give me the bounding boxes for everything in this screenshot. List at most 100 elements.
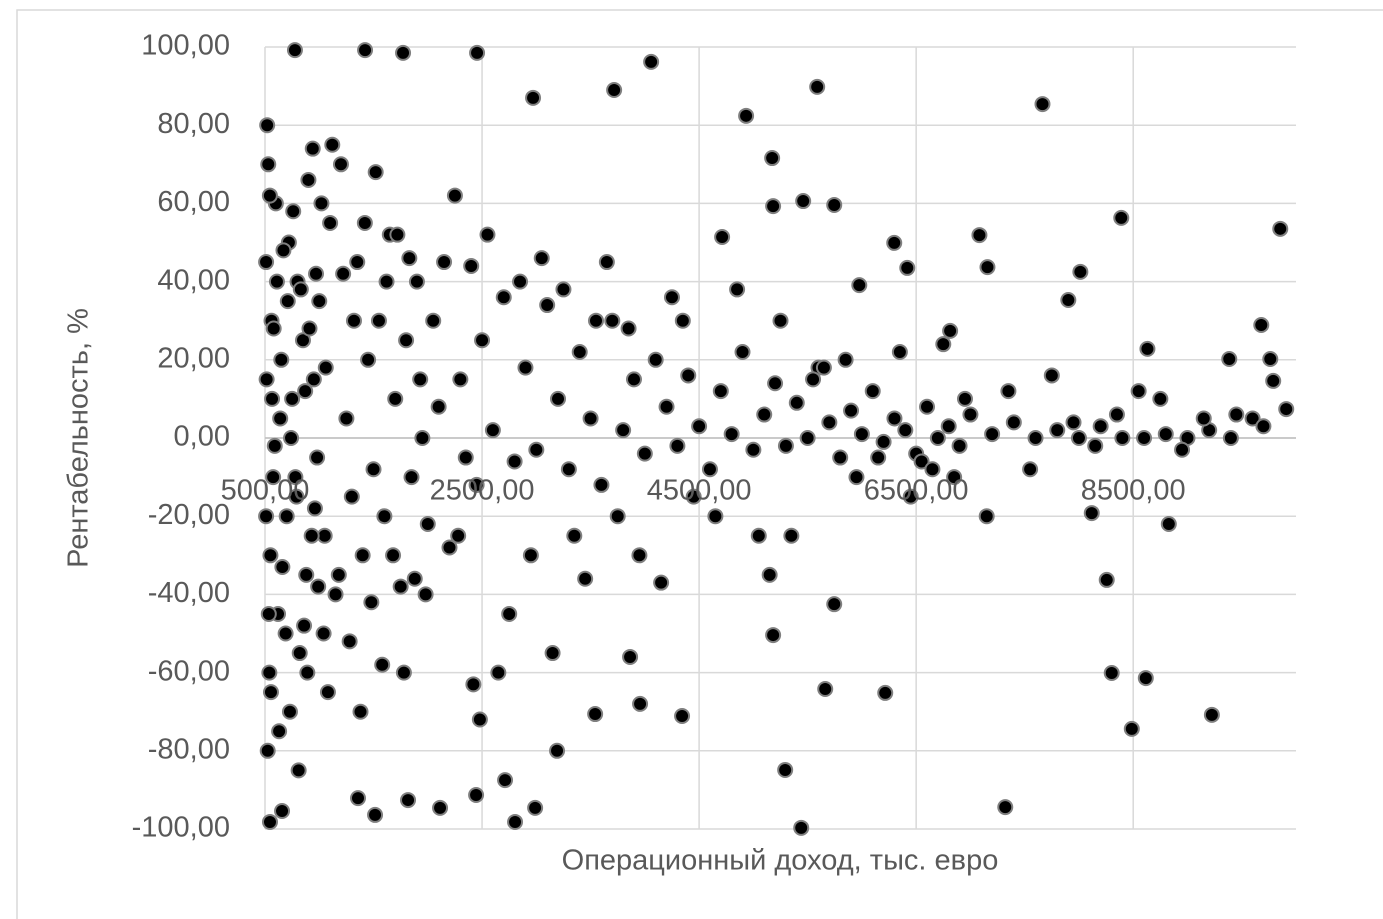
data-point: [408, 273, 425, 290]
data-point: [315, 625, 332, 642]
data-point: [306, 500, 323, 517]
data-point: [723, 426, 740, 443]
data-point: [463, 257, 480, 274]
data-point: [761, 566, 778, 583]
data-point: [261, 813, 278, 830]
data-point: [271, 723, 288, 740]
data-point: [848, 469, 865, 486]
data-point: [268, 273, 285, 290]
data-point: [971, 227, 988, 244]
data-point: [1160, 516, 1177, 533]
data-point: [285, 203, 302, 220]
data-point: [412, 371, 429, 388]
data-point: [979, 259, 996, 276]
data-point: [522, 547, 539, 564]
data-point: [1139, 340, 1156, 357]
data-point: [286, 42, 303, 59]
data-point: [544, 645, 561, 662]
data-point: [259, 117, 276, 134]
data-point: [258, 254, 275, 271]
data-point: [622, 648, 639, 665]
data-point: [588, 312, 605, 329]
x-tick-label: 8500,00: [1081, 475, 1186, 507]
data-point: [357, 42, 374, 59]
data-point: [430, 398, 447, 415]
data-point: [550, 390, 567, 407]
data-point: [327, 586, 344, 603]
data-point: [432, 799, 449, 816]
data-point: [1005, 414, 1022, 431]
data-point: [1221, 351, 1238, 368]
data-point: [274, 803, 291, 820]
data-point: [1027, 430, 1044, 446]
data-point: [793, 819, 810, 836]
data-point: [365, 461, 382, 478]
data-point: [851, 277, 868, 294]
data-point: [919, 398, 936, 415]
data-point: [1098, 571, 1115, 588]
data-point: [343, 488, 360, 505]
y-tick-label: 100,00: [141, 30, 230, 62]
data-point: [345, 312, 362, 329]
data-point: [631, 547, 648, 564]
data-point: [260, 156, 277, 173]
data-point: [653, 574, 670, 591]
data-point: [501, 605, 518, 622]
data-point: [609, 508, 626, 525]
data-point: [403, 469, 420, 486]
data-point: [1203, 706, 1220, 723]
data-point: [1157, 426, 1174, 443]
data-point: [330, 566, 347, 583]
data-point: [877, 684, 894, 701]
data-point: [1000, 383, 1017, 400]
data-point: [772, 312, 789, 329]
data-point: [469, 44, 486, 61]
data-point: [450, 527, 467, 544]
data-point: [598, 254, 615, 271]
data-point: [1222, 430, 1239, 446]
data-point: [809, 78, 826, 95]
data-point: [262, 547, 279, 564]
data-point: [826, 196, 843, 213]
data-point: [527, 799, 544, 816]
data-point: [452, 371, 469, 388]
data-point: [341, 633, 358, 650]
data-point: [299, 664, 316, 681]
data-point: [376, 508, 393, 525]
data-point: [582, 410, 599, 427]
data-point: [528, 441, 545, 458]
data-point: [636, 445, 653, 462]
data-point: [457, 449, 474, 466]
data-point: [287, 469, 304, 486]
data-point: [305, 371, 322, 388]
data-point: [395, 44, 412, 61]
data-point: [897, 422, 914, 439]
data-point: [539, 297, 556, 314]
data-point: [479, 226, 496, 243]
data-point: [745, 441, 762, 458]
data-point: [935, 336, 952, 353]
x-axis-title: Операционный доход, тыс. евро: [562, 845, 999, 877]
x-tick-label: 4500,00: [647, 475, 752, 507]
data-point: [322, 214, 339, 231]
data-point: [335, 265, 352, 282]
data-point: [425, 312, 442, 329]
data-point: [1114, 430, 1131, 446]
data-point: [714, 229, 731, 246]
data-point: [281, 703, 298, 720]
data-point: [1130, 383, 1147, 400]
data-point: [490, 664, 507, 681]
data-point: [1255, 418, 1272, 435]
data-point: [832, 449, 849, 466]
data-point: [506, 453, 523, 470]
data-point: [647, 351, 664, 368]
data-point: [738, 107, 755, 124]
data-point: [1195, 410, 1212, 427]
data-point: [417, 586, 434, 603]
data-point: [406, 570, 423, 587]
x-tick-label: 500,00: [221, 475, 310, 507]
data-point: [891, 343, 908, 360]
data-point: [1265, 372, 1282, 389]
data-point: [555, 281, 572, 298]
